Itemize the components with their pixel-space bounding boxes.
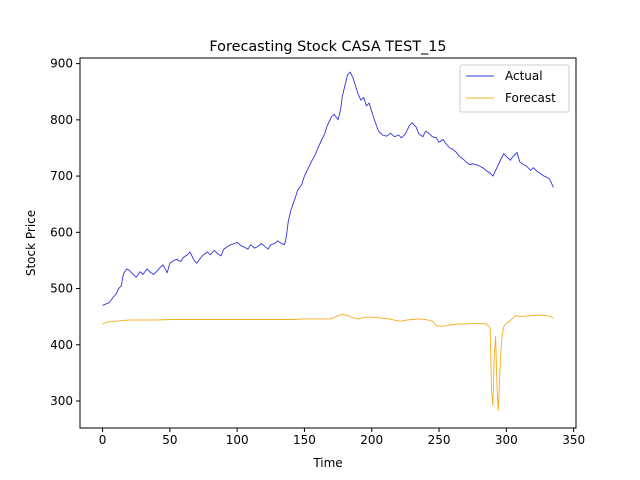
series-line-actual [102, 71, 554, 306]
y-tick-label: 700 [50, 169, 73, 183]
x-tick-label: 300 [495, 433, 518, 447]
x-tick-label: 350 [562, 433, 585, 447]
x-tick-label: 50 [162, 433, 177, 447]
legend: Actual Forecast [459, 64, 570, 113]
x-tick-label: 200 [360, 433, 383, 447]
legend-box [459, 64, 570, 113]
series-layer [102, 71, 554, 412]
y-axis-label: Stock Price [24, 210, 38, 276]
x-tick-label: 100 [226, 433, 249, 447]
y-tick-label: 300 [50, 394, 73, 408]
plot-frame [79, 57, 577, 429]
chart-title: Forecasting Stock CASA TEST_15 [209, 39, 446, 55]
y-tick-label: 900 [50, 57, 73, 71]
y-tick-label: 800 [50, 113, 73, 127]
y-tick-label: 500 [50, 282, 73, 296]
legend-label-actual: Actual [505, 69, 543, 83]
series-line-forecast [102, 313, 554, 412]
y-tick-label: 600 [50, 225, 73, 239]
axis-layer: 0 50 100 150 200 250 300 350 300 400 500 600 700 800 9… [50, 57, 585, 447]
x-axis-label: Time [312, 456, 342, 470]
x-tick-label: 150 [293, 433, 316, 447]
legend-label-forecast: Forecast [505, 91, 556, 105]
x-tick-label: 0 [99, 433, 107, 447]
y-tick-label: 400 [50, 338, 73, 352]
x-tick-label: 250 [428, 433, 451, 447]
